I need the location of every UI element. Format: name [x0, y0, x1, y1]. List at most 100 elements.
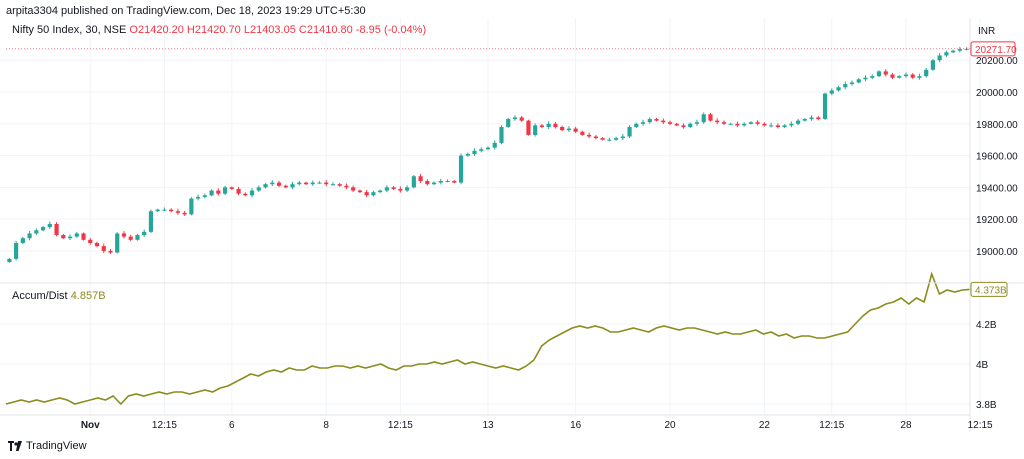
open-value: 21420.20	[137, 24, 184, 36]
footer-brand[interactable]: TradingView	[8, 440, 87, 452]
candle-body	[108, 250, 113, 253]
candle-body	[47, 223, 52, 228]
last-price-label: 20271.70	[975, 45, 1017, 56]
close-key: C	[298, 24, 307, 36]
price-tick-label: 19400.00	[976, 183, 1018, 194]
candle-body	[418, 176, 423, 182]
close-value: 21410.80	[306, 24, 353, 36]
candle-body	[957, 49, 962, 51]
candle-body	[506, 119, 511, 127]
candle-body	[148, 211, 154, 232]
candle-body	[438, 181, 443, 183]
candle-body	[229, 187, 234, 189]
candle-body	[216, 190, 221, 194]
time-tick-label: 13	[482, 420, 494, 431]
candle-body	[708, 114, 713, 121]
candle-body	[270, 182, 275, 185]
candle-body	[822, 93, 828, 120]
ad-last-label: 4.373B	[975, 285, 1007, 296]
candle-body	[843, 84, 848, 88]
time-tick-label: 12:15	[388, 420, 413, 431]
time-tick-label: 16	[570, 420, 582, 431]
candle-body	[330, 184, 336, 186]
grid-lines	[0, 18, 981, 415]
candle-body	[20, 238, 25, 243]
candle-body	[121, 233, 127, 237]
candle-body	[209, 190, 214, 196]
candle-body	[573, 128, 578, 132]
candle-body	[169, 209, 174, 212]
candle-body	[620, 136, 625, 139]
indicator-legend: Accum/Dist 4.857B	[12, 290, 106, 302]
candle-body	[40, 227, 46, 231]
candle-body	[492, 142, 497, 148]
candle-body	[634, 123, 639, 127]
time-tick-label: 8	[323, 420, 329, 431]
candle-body	[14, 242, 19, 259]
candle-body	[789, 123, 794, 126]
candle-body	[640, 122, 646, 124]
candle-body	[34, 230, 39, 234]
time-tick-label: 22	[759, 420, 771, 431]
candle-body	[384, 187, 389, 191]
candle-body	[964, 48, 969, 50]
candle-body	[88, 239, 93, 243]
candle-body	[182, 212, 187, 215]
candle-body	[863, 77, 868, 80]
candle-body	[560, 126, 565, 131]
candle-body	[310, 182, 315, 185]
indicator-name: Accum/Dist	[12, 290, 68, 302]
candle-body	[465, 154, 470, 156]
candle-body	[769, 125, 774, 127]
candle-body	[189, 198, 194, 215]
candle-body	[398, 188, 403, 191]
time-tick-label: 12:15	[152, 420, 177, 431]
low-key: L	[243, 24, 250, 36]
ad-tick-label: 4B	[976, 360, 989, 371]
price-tick-label: 20000.00	[976, 88, 1018, 99]
candle-body	[94, 242, 100, 247]
time-tick-label: 12:15	[968, 420, 993, 431]
candle-body	[317, 182, 322, 184]
price-tick-label: 19200.00	[976, 215, 1018, 226]
price-tick-label: 19600.00	[976, 152, 1018, 163]
candle-body	[701, 114, 706, 123]
candle-body	[930, 60, 936, 70]
candle-body	[297, 182, 302, 185]
candle-body	[371, 192, 376, 196]
candle-body	[452, 181, 457, 183]
price-tick-label: 20200.00	[976, 56, 1018, 67]
candle-body	[202, 195, 207, 197]
open-key: O	[129, 24, 138, 36]
candle-body	[175, 211, 180, 213]
candle-body	[910, 74, 915, 78]
candle-body	[944, 52, 949, 56]
candle-body	[613, 138, 619, 140]
candle-body	[553, 123, 558, 127]
candle-body	[344, 185, 349, 188]
last-price-badge	[970, 41, 1016, 57]
time-tick-label: 28	[900, 420, 912, 431]
candle-body	[445, 181, 450, 183]
candle-body	[775, 125, 780, 127]
candle-body	[249, 190, 255, 196]
candle-body	[883, 71, 888, 75]
ad-tick-label: 4.2B	[976, 320, 997, 331]
indicator-value: 4.857B	[70, 290, 106, 302]
candle-body	[600, 138, 605, 140]
candle-body	[937, 55, 942, 61]
candle-body	[667, 122, 673, 124]
candle-body	[533, 125, 538, 135]
candle-body	[243, 193, 248, 196]
high-key: H	[186, 24, 195, 36]
candle-body	[715, 120, 720, 123]
candle-body	[876, 71, 882, 77]
candle-body	[142, 231, 147, 236]
candle-body	[337, 184, 342, 186]
candle-body	[283, 185, 288, 188]
tradingview-logo-icon	[8, 441, 22, 451]
candle-body	[580, 131, 585, 135]
candle-body	[546, 123, 551, 127]
candle-body	[654, 119, 659, 121]
